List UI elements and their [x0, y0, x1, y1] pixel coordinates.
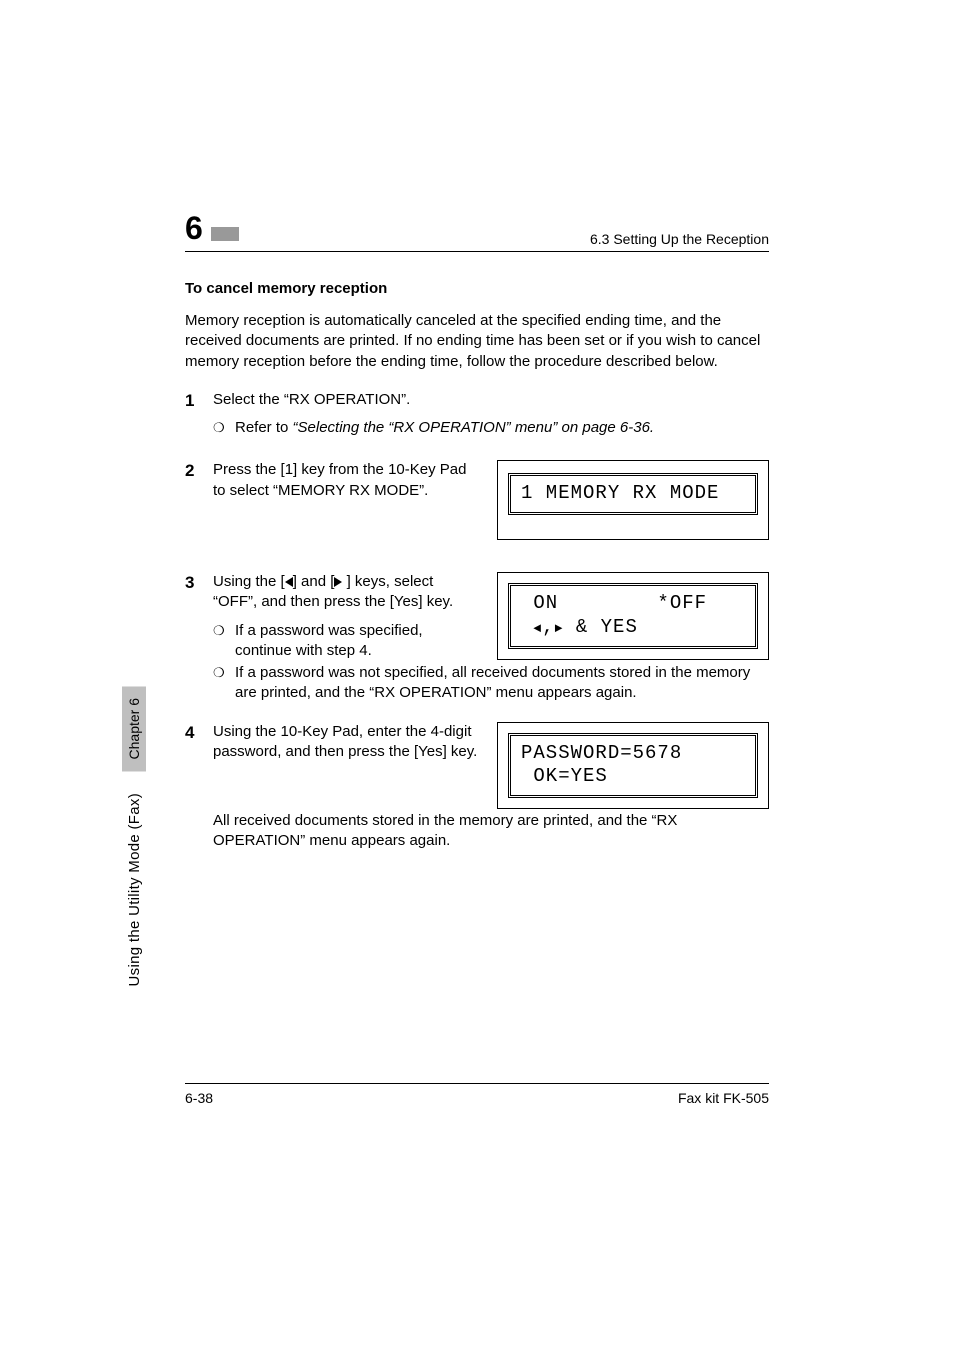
step-text: Using the 10-Key Pad, enter the 4-digit … — [213, 722, 479, 763]
step3-a: Using the [ — [213, 573, 285, 590]
step-number: 1 — [185, 390, 213, 412]
chapter-badge: 6 — [185, 210, 239, 247]
step-body: Press the [1] key from the 10-Key Pad to… — [213, 460, 479, 501]
bullet-circle-icon: ❍ — [213, 418, 235, 438]
step-2-left: 2 Press the [1] key from the 10-Key Pad … — [185, 460, 479, 501]
lcd-text: 1 MEMORY RX MODE — [508, 473, 758, 515]
lcd-line1: PASSWORD=5678 — [521, 742, 682, 764]
chapter-number: 6 — [185, 210, 205, 247]
section-reference: 6.3 Setting Up the Reception — [590, 231, 769, 247]
step3-b: ] and [ — [293, 573, 335, 590]
step-body: Using the 10-Key Pad, enter the 4-digit … — [213, 722, 479, 763]
page-footer: 6-38 Fax kit FK-505 — [185, 1083, 769, 1106]
step-body: Using the [] and [ ] keys, select “OFF”,… — [213, 572, 479, 661]
side-tab: Chapter 6 Using the Utility Mode (Fax) — [122, 686, 146, 987]
step-body: Select the “RX OPERATION”. ❍ Refer to “S… — [213, 390, 769, 439]
step-number: 2 — [185, 460, 213, 501]
step-3-note-1: ❍ If a password was specified, continue … — [213, 621, 479, 662]
step-1-note: ❍ Refer to “Selecting the “RX OPERATION”… — [213, 418, 769, 438]
note-prefix: Refer to — [235, 419, 293, 436]
note-italic: “Selecting the “RX OPERATION” menu” on p… — [293, 419, 655, 436]
bullet-circle-icon: ❍ — [213, 663, 235, 704]
step-number: 3 — [185, 572, 213, 661]
lcd-line1: ON *OFF — [521, 592, 707, 614]
header-rule — [185, 251, 769, 252]
note-text: If a password was not specified, all rec… — [235, 663, 769, 704]
step-text: Using the [] and [ ] keys, select “OFF”,… — [213, 572, 479, 613]
step-body: All received documents stored in the mem… — [213, 811, 769, 852]
footer-rule — [185, 1083, 769, 1084]
note-text: If a password was specified, continue wi… — [235, 621, 479, 662]
lcd-line2: OK=YES — [521, 765, 608, 787]
step-3-note-2: ❍ If a password was not specified, all r… — [213, 663, 769, 704]
note-text: Refer to “Selecting the “RX OPERATION” m… — [235, 418, 654, 438]
step-1: 1 Select the “RX OPERATION”. ❍ Refer to … — [185, 390, 769, 439]
speaker-left-icon: ◄ — [533, 621, 542, 636]
step-4-after: All received documents stored in the mem… — [213, 811, 769, 852]
page: 6 6.3 Setting Up the Reception To cancel… — [0, 0, 954, 1351]
step-4: 4 Using the 10-Key Pad, enter the 4-digi… — [185, 722, 769, 810]
lcd-display-1: 1 MEMORY RX MODE — [497, 460, 769, 540]
triangle-left-icon — [285, 577, 293, 587]
step-number: 4 — [185, 722, 213, 763]
step-4-continued: All received documents stored in the mem… — [185, 811, 769, 852]
step-4-left: 4 Using the 10-Key Pad, enter the 4-digi… — [185, 722, 479, 763]
lcd-display-3: PASSWORD=5678 OK=YES — [497, 722, 769, 810]
intro-paragraph: Memory reception is automatically cancel… — [185, 311, 769, 372]
side-chapter-title: Using the Utility Mode (Fax) — [126, 793, 143, 986]
step-3: 3 Using the [] and [ ] keys, select “OFF… — [185, 572, 769, 661]
step-3-left: 3 Using the [] and [ ] keys, select “OFF… — [185, 572, 479, 661]
lcd-text: ON *OFF ◄,► & YES — [508, 583, 758, 649]
footer-row: 6-38 Fax kit FK-505 — [185, 1090, 769, 1106]
step-text: Select the “RX OPERATION”. — [213, 390, 769, 410]
step-3-continued: ❍ If a password was not specified, all r… — [185, 663, 769, 704]
bullet-circle-icon: ❍ — [213, 621, 235, 662]
lcd-line2-suffix: & YES — [563, 616, 637, 638]
chapter-bar-icon — [211, 227, 239, 241]
section-heading: To cancel memory reception — [185, 280, 769, 297]
page-header: 6 6.3 Setting Up the Reception — [185, 210, 769, 247]
step-text: Press the [1] key from the 10-Key Pad to… — [213, 460, 479, 501]
step-2: 2 Press the [1] key from the 10-Key Pad … — [185, 460, 769, 540]
step-body: ❍ If a password was not specified, all r… — [213, 663, 769, 704]
document-name: Fax kit FK-505 — [678, 1090, 769, 1106]
lcd-text: PASSWORD=5678 OK=YES — [508, 733, 758, 799]
lcd-display-2: ON *OFF ◄,► & YES — [497, 572, 769, 660]
side-chapter-label: Chapter 6 — [122, 686, 146, 771]
page-number: 6-38 — [185, 1090, 213, 1106]
